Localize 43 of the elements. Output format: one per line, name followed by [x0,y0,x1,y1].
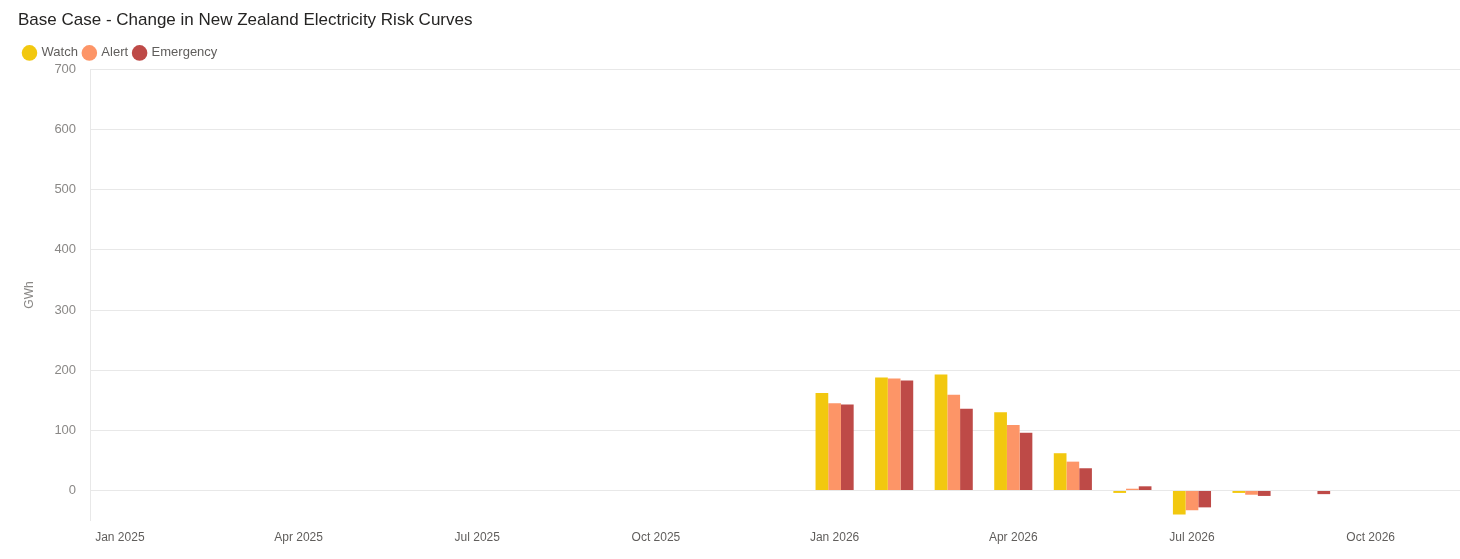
y-tick-label: 100 [54,421,77,437]
legend-label: Alert [101,44,129,60]
bar [887,378,901,491]
bar [875,377,888,491]
bar [1138,486,1152,491]
bar [1006,424,1020,491]
y-axis-title: GWh [21,281,36,309]
bar [840,404,854,491]
bar [900,380,914,491]
y-tick-label: 0 [68,482,77,498]
bar [1079,468,1092,491]
bar [947,394,961,491]
y-tick-label: 700 [54,60,77,76]
x-tick-label: Oct 2025 [631,530,681,545]
bar [1019,432,1033,491]
bar [1185,491,1199,511]
bar [1317,491,1331,495]
y-tick-label: 400 [54,241,77,257]
legend-label: Emergency [151,44,218,60]
bar [1245,491,1258,495]
bar [934,374,948,491]
bar [960,408,973,491]
y-tick-label: 200 [54,361,77,377]
chart-title: Base Case - Change in New Zealand Electricity Risk Curves [18,9,473,29]
x-tick-label: Jul 2025 [454,530,501,545]
bar [1172,491,1186,515]
x-tick-label: Apr 2025 [274,530,324,545]
bar [1053,453,1067,491]
bar [828,403,841,491]
bar [1257,491,1271,496]
y-tick-label: 600 [54,121,77,137]
legend-label: Watch [41,44,78,60]
bar [1066,461,1080,491]
x-tick-label: Jan 2026 [809,530,860,545]
x-tick-label: Jan 2025 [95,530,145,545]
x-tick-label: Jul 2026 [1169,530,1215,545]
x-tick-label: Apr 2026 [988,530,1038,545]
bar [994,412,1007,491]
bar [815,393,829,491]
y-tick-label: 500 [54,181,77,197]
x-tick-label: Oct 2026 [1346,530,1396,545]
y-tick-label: 300 [54,301,77,317]
bar [1198,491,1212,508]
